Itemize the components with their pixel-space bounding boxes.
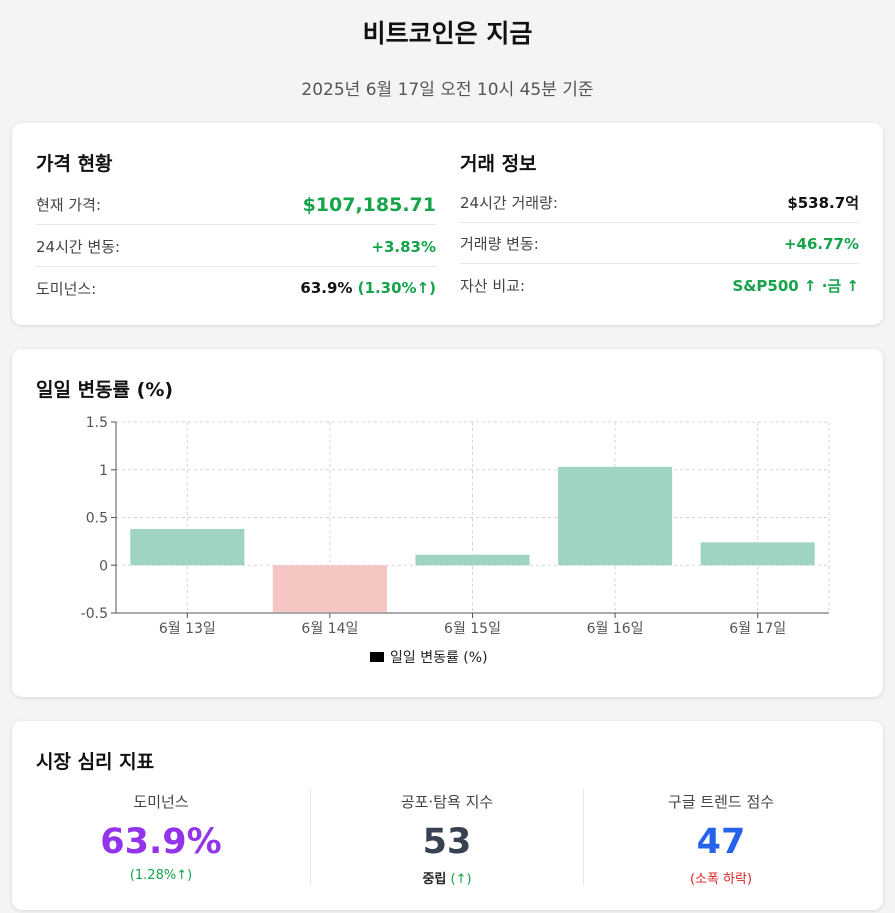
dominance-metric-value: 63.9%	[100, 822, 222, 862]
x-tick-label: 6월 14일	[301, 621, 358, 637]
x-tick-label: 6월 15일	[444, 621, 501, 637]
bar	[700, 542, 815, 566]
volume-change-label: 거래량 변동:	[460, 235, 539, 253]
legend-label: 일일 변동률 (%)	[390, 650, 488, 666]
bar	[415, 554, 530, 566]
chart-title: 일일 변동률 (%)	[36, 379, 174, 401]
price-change-row: 24시간 변동: +3.83%	[36, 227, 436, 267]
x-tick-label: 6월 17일	[729, 621, 786, 637]
dominance-metric: 도미넌스 63.9% (1.28%↑)	[12, 789, 310, 885]
sentiment-title: 시장 심리 지표	[36, 751, 155, 773]
dominance-value: 63.9%	[300, 279, 353, 297]
dominance-label: 도미넌스:	[36, 279, 97, 298]
google-trends-change: (소폭 하락)	[689, 872, 753, 887]
chart-legend[interactable]: 일일 변동률 (%)	[370, 647, 488, 667]
dominance-metric-change: (1.28%↑)	[129, 868, 193, 883]
asset-compare-value: S&P500 ↑ ·금 ↑	[732, 276, 860, 295]
legend-swatch	[370, 652, 384, 662]
google-trends-metric: 구글 트렌드 점수 47 (소폭 하락)	[584, 789, 858, 887]
y-tick-label: 0.5	[86, 511, 108, 527]
fear-greed-status: 중립 (↑)	[311, 868, 583, 887]
volume-change-value: +46.77%	[783, 234, 859, 253]
dominance-value-wrap: 63.9% (1.30%↑)	[300, 279, 436, 297]
y-tick-label: 1	[99, 463, 108, 479]
fear-greed-status-arrow: (↑)	[450, 872, 472, 887]
bar	[130, 528, 245, 566]
fear-greed-metric: 공포·탐욕 지수 53 중립 (↑)	[310, 789, 584, 887]
google-trends-value: 47	[696, 822, 746, 862]
google-trends-label: 구글 트렌드 점수	[667, 793, 775, 811]
dominance-row: 도미넌스: 63.9% (1.30%↑)	[36, 268, 436, 308]
fear-greed-label: 공포·탐욕 지수	[400, 793, 494, 811]
page-subtitle: 2025년 6월 17일 오전 10시 45분 기준	[301, 80, 594, 100]
volume-label: 24시간 거래량:	[460, 194, 558, 212]
price-trade-card: 가격 현황 현재 가격: $107,185.71 24시간 변동: +3.83%…	[12, 123, 883, 325]
price-change-value: +3.83%	[371, 237, 436, 256]
y-tick-label: 1.5	[86, 415, 108, 431]
dominance-change: (1.30%↑)	[357, 279, 436, 297]
y-tick-label: 0	[99, 558, 108, 574]
asset-compare-label: 자산 비교:	[460, 276, 526, 295]
current-price-row: 현재 가격: $107,185.71	[36, 185, 436, 225]
price-change-label: 24시간 변동:	[36, 238, 121, 256]
fear-greed-status-text: 중립	[422, 872, 447, 887]
current-price-label: 현재 가격:	[36, 196, 102, 214]
x-tick-label: 6월 16일	[587, 621, 644, 637]
trade-section-title: 거래 정보	[460, 153, 537, 175]
fear-greed-value: 53	[422, 822, 472, 862]
daily-change-bar-chart: 1.5 1 0.5 0 -0.5 6월 13일 6월 14일 6월 15일 6월 16일 6월 1…	[81, 415, 830, 637]
volume-value: $538.7억	[787, 194, 859, 212]
price-section-title: 가격 현황	[36, 153, 113, 175]
bar	[272, 565, 387, 613]
y-tick-label: -0.5	[81, 606, 108, 622]
asset-compare-row: 자산 비교: S&P500 ↑ ·금 ↑	[460, 265, 859, 305]
current-price-value: $107,185.71	[302, 193, 436, 216]
page-title: 비트코인은 지금	[362, 19, 533, 48]
volume-row: 24시간 거래량: $538.7억	[460, 183, 859, 223]
dominance-metric-label: 도미넌스	[133, 793, 189, 811]
bar	[558, 466, 673, 566]
volume-change-row: 거래량 변동: +46.77%	[460, 224, 859, 264]
daily-change-chart-card: 일일 변동률 (%) 1.5 1 0.5 0 -0.5 6월 13일 6월 14일 6월 15…	[12, 349, 883, 697]
sentiment-card: 시장 심리 지표 도미넌스 63.9% (1.28%↑) 공포·탐욕 지수 53…	[12, 721, 883, 910]
x-tick-label: 6월 13일	[159, 621, 216, 637]
